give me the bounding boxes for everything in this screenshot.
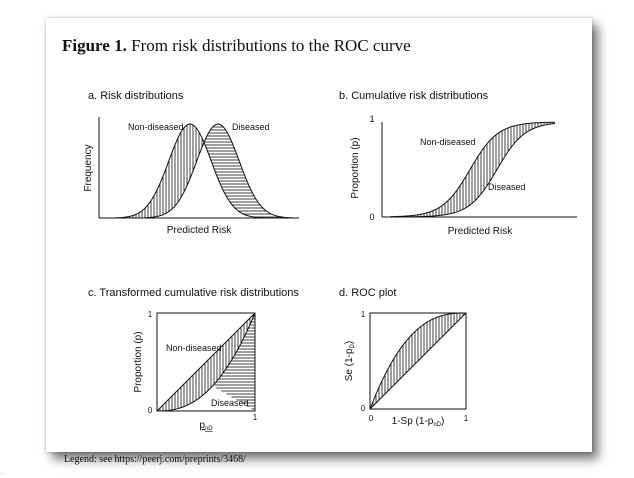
panel-d-roc-curve <box>369 312 466 410</box>
panel-d-xlabel-end: ) <box>441 416 444 427</box>
panel-c-xlabel-sub: nD <box>205 426 213 432</box>
panel-b-plot: 1 0 Proportion (p) Predicted Risk Non-di… <box>350 114 577 237</box>
panel-a-diseased-curve <box>144 123 294 219</box>
panel-b-series-top: Non-diseased <box>420 137 476 147</box>
panel-c-ylabel: Proportion (p) <box>133 331 144 392</box>
panel-c-xlabel: pnD <box>199 420 213 432</box>
figure-number: Figure 1. <box>62 36 127 55</box>
panel-d-label: d. ROC plot <box>339 287 397 299</box>
panel-c-diagonal <box>156 312 256 412</box>
panel-d-ylabel-main: Se (1-p <box>344 348 355 381</box>
panel-b-gap-hatch <box>390 122 555 217</box>
panel-a-xlabel: Predicted Risk <box>167 225 232 236</box>
figure-title: Figure 1. From risk distributions to the… <box>62 36 411 56</box>
panel-b-xlabel: Predicted Risk <box>448 226 513 237</box>
panel-d-ylabel: Se (1-pD) <box>344 341 356 381</box>
panel-c-series-bottom: Diseased <box>211 398 249 408</box>
panel-c-transform-curve <box>156 312 256 412</box>
panel-d-xlabel-sub: nD <box>433 422 441 428</box>
panel-d-xlabel: 1-Sp (1-pnD) <box>392 416 445 428</box>
panel-b-nondiseased-curve <box>389 121 556 218</box>
panel-a-nondiseased-curve <box>114 123 266 219</box>
panel-c-label: c. Transformed cumulative risk distribut… <box>88 287 299 299</box>
panel-d-ylabel-end: ) <box>344 341 355 344</box>
panel-d-ylabel-sub: D <box>350 343 356 348</box>
panel-d-diagonal <box>369 312 467 410</box>
panel-d-ytick-0: 0 <box>361 404 366 413</box>
panel-c-plot: 1 0 1 Proportion (p) pnD Non-diseased Di… <box>133 310 258 432</box>
panel-a-label: a. Risk distributions <box>88 90 184 102</box>
panel-d-xtick-0: 0 <box>369 414 374 423</box>
panel-c-xtick-1: 1 <box>253 413 258 422</box>
panel-c-ytick-1: 1 <box>148 310 153 319</box>
panel-b-ylabel: Proportion (p) <box>350 137 361 198</box>
panel-c-series-top: Non-diseased <box>166 343 222 353</box>
figure-card: Figure 1. From risk distributions to the… <box>46 18 592 452</box>
panel-a-nondiseased-hatch <box>115 124 204 218</box>
panel-d-xtick-1: 1 <box>464 414 469 423</box>
panel-b-series-bottom: Diseased <box>488 182 526 192</box>
panel-b-label: b. Cumulative risk distributions <box>339 90 489 102</box>
panel-a-diseased-hatch <box>204 124 293 218</box>
panel-a-series-left: Non-diseased <box>128 122 184 132</box>
panel-d-plot: 1 0 0 1 Se (1-pD) 1-Sp (1-pnD) <box>344 310 469 428</box>
panel-a-series-right: Diseased <box>232 122 270 132</box>
legend-text: Legend: see https://peerj.com/preprints/… <box>64 454 246 465</box>
panel-d-frame <box>369 312 467 410</box>
panel-b-ytick-0: 0 <box>369 212 374 222</box>
panel-c-frame <box>156 312 256 412</box>
panel-d-ytick-1: 1 <box>361 310 366 319</box>
panel-b-ytick-1: 1 <box>369 114 374 124</box>
panel-d-xlabel-main: 1-Sp (1-p <box>392 416 434 427</box>
panel-c-xlabel-main: p <box>199 420 205 431</box>
figure-caption: From risk distributions to the ROC curve <box>126 36 411 55</box>
panel-a-plot: Frequency Predicted Risk Non-diseased Di… <box>83 117 299 236</box>
corner-mark: ... <box>0 470 6 476</box>
panel-a-ylabel: Frequency <box>83 144 94 191</box>
panel-c-ytick-0: 0 <box>148 406 153 415</box>
